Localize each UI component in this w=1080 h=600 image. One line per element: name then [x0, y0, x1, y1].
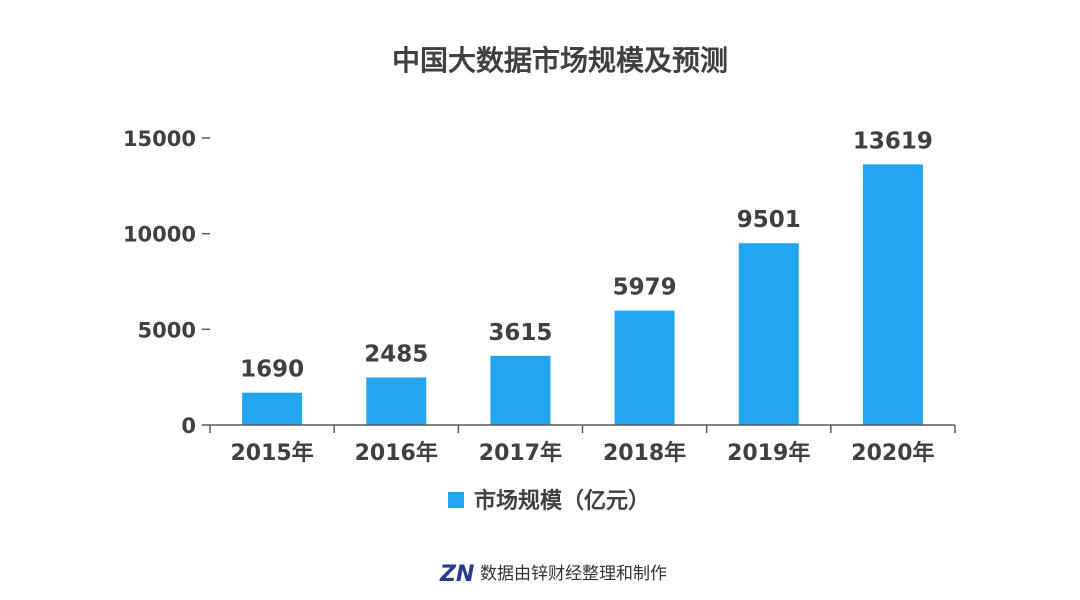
x-tick-label: 2016年	[355, 440, 438, 466]
y-tick-label: 5000	[138, 318, 196, 342]
x-axis-ticks: 2015年 2016年 2017年 2018年 2019年 2020年	[209, 425, 956, 466]
bar	[738, 243, 799, 425]
y-tick-label: 15000	[123, 127, 196, 151]
bar	[614, 310, 675, 425]
data-label: 1690	[240, 357, 304, 383]
x-tick-label: 2017年	[479, 440, 562, 466]
y-axis-ticks: 0 5000 10000 15000	[123, 127, 210, 438]
bar	[366, 377, 427, 425]
bar	[490, 355, 551, 425]
bar	[242, 392, 303, 425]
y-tick-label: 0	[181, 414, 196, 438]
legend-label: 市场规模（亿元）	[474, 488, 650, 514]
legend: 市场规模（亿元）	[448, 488, 650, 514]
credit-logo: ZN	[439, 562, 474, 587]
x-tick-label: 2015年	[230, 440, 313, 466]
data-label: 9501	[737, 207, 801, 233]
chart-title: 中国大数据市场规模及预测	[392, 44, 728, 77]
bars	[242, 164, 923, 425]
legend-swatch	[448, 492, 464, 508]
data-label: 3615	[488, 320, 552, 346]
x-tick-label: 2018年	[603, 440, 686, 466]
bar	[862, 164, 923, 425]
x-tick-label: 2019年	[727, 440, 810, 466]
credit-text: 数据由锌财经整理和制作	[480, 564, 667, 584]
y-tick-label: 10000	[123, 223, 196, 247]
data-label: 2485	[364, 341, 428, 367]
data-label: 13619	[853, 128, 933, 154]
data-label: 5979	[613, 275, 677, 301]
credit: ZN 数据由锌财经整理和制作	[439, 562, 667, 587]
x-tick-label: 2020年	[851, 440, 934, 466]
data-labels: 1690 2485 3615 5979 9501 13619	[240, 128, 933, 382]
